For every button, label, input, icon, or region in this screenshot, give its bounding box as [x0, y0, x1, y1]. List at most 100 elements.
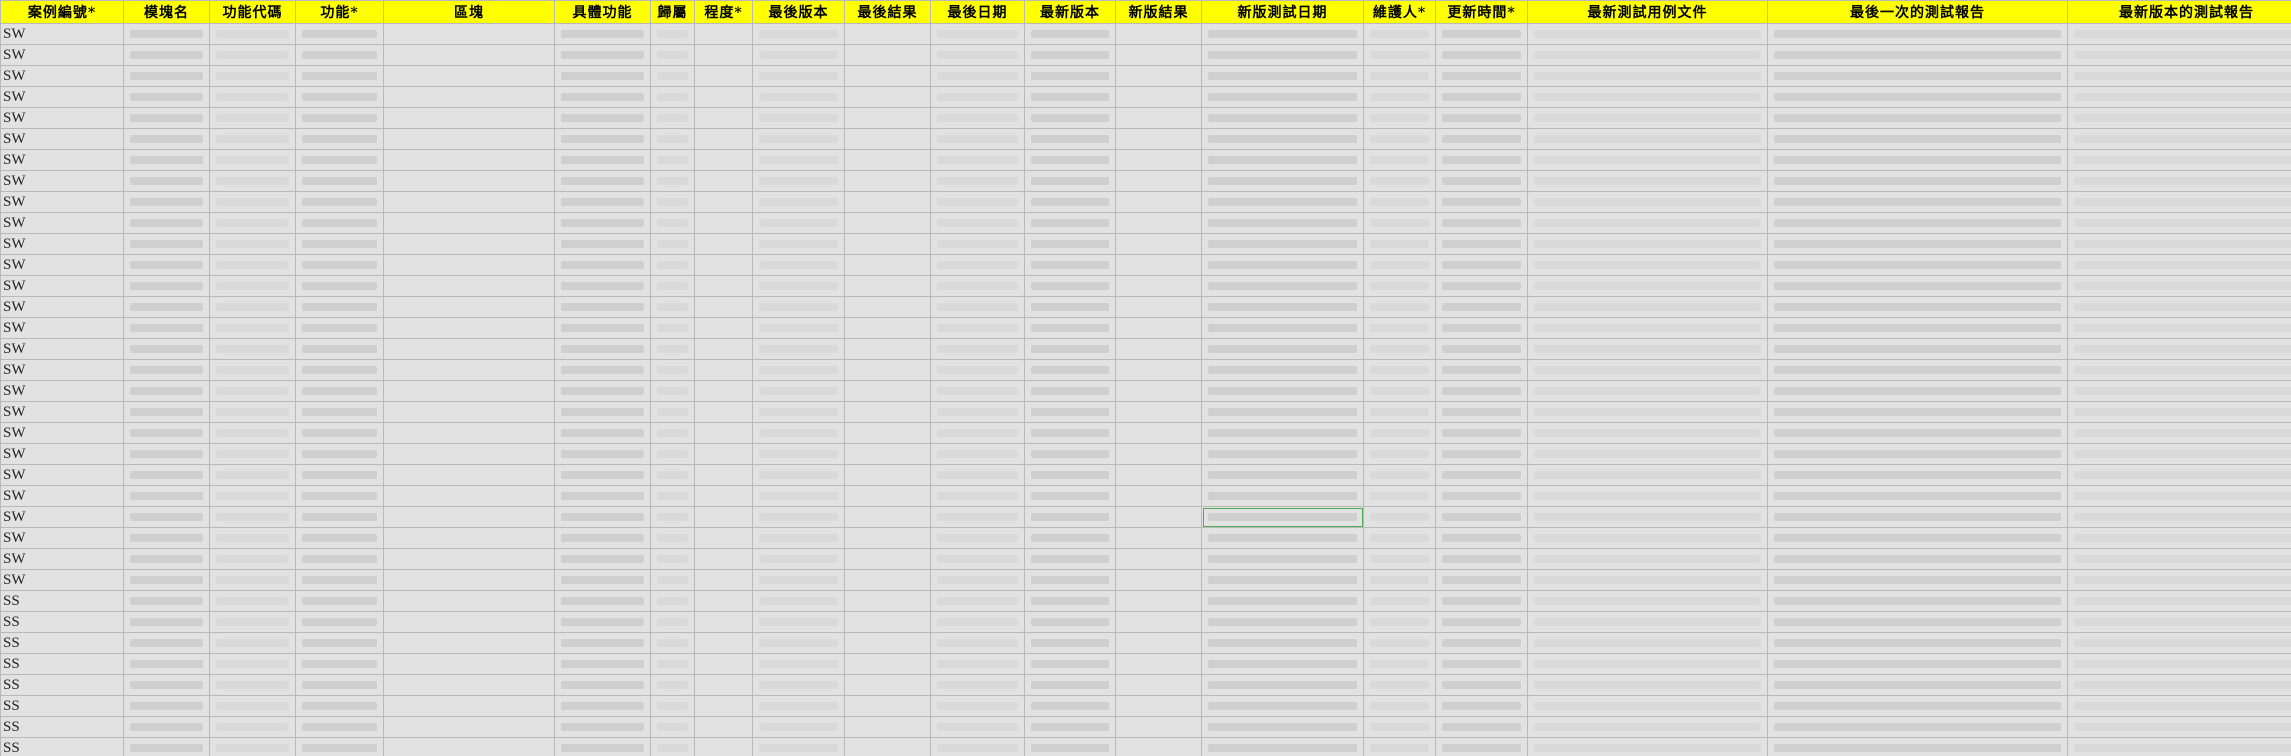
cell-owner[interactable] — [650, 233, 695, 255]
cell-case-id[interactable]: SW — [0, 23, 124, 45]
cell-new-test-date[interactable] — [1201, 695, 1364, 717]
cell-latest-report[interactable] — [2067, 464, 2291, 486]
cell-new-result[interactable] — [1115, 296, 1202, 318]
cell-maintainer[interactable] — [1363, 443, 1436, 465]
cell-maintainer[interactable] — [1363, 548, 1436, 570]
cell-owner[interactable] — [650, 254, 695, 276]
cell-last-report[interactable] — [1767, 65, 2068, 87]
cell-new-version[interactable] — [1024, 527, 1116, 549]
cell-case-id[interactable]: SS — [0, 674, 124, 696]
cell-maintainer[interactable] — [1363, 107, 1436, 129]
cell-maintainer[interactable] — [1363, 296, 1436, 318]
cell-last-result[interactable] — [844, 569, 931, 591]
cell-detail[interactable] — [554, 233, 651, 255]
cell-new-test-date[interactable] — [1201, 23, 1364, 45]
cell-module[interactable] — [123, 128, 210, 150]
cell-detail[interactable] — [554, 611, 651, 633]
cell-func-code[interactable] — [209, 674, 296, 696]
cell-detail[interactable] — [554, 590, 651, 612]
cell-new-test-date[interactable] — [1201, 128, 1364, 150]
cell-func[interactable] — [295, 380, 384, 402]
cell-case-id[interactable]: SW — [0, 527, 124, 549]
cell-new-version[interactable] — [1024, 443, 1116, 465]
cell-update-time[interactable] — [1435, 149, 1528, 171]
cell-detail[interactable] — [554, 737, 651, 756]
cell-case-id[interactable]: SS — [0, 653, 124, 675]
cell-last-version[interactable] — [752, 443, 845, 465]
cell-case-id[interactable]: SS — [0, 632, 124, 654]
cell-last-version[interactable] — [752, 86, 845, 108]
cell-case-id[interactable]: SW — [0, 380, 124, 402]
cell-new-test-date[interactable] — [1201, 359, 1364, 381]
cell-new-result[interactable] — [1115, 317, 1202, 339]
cell-update-time[interactable] — [1435, 23, 1528, 45]
cell-module[interactable] — [123, 548, 210, 570]
cell-latest-report[interactable] — [2067, 737, 2291, 756]
cell-last-version[interactable] — [752, 506, 845, 528]
cell-detail[interactable] — [554, 506, 651, 528]
cell-new-version[interactable] — [1024, 653, 1116, 675]
cell-new-result[interactable] — [1115, 275, 1202, 297]
cell-last-result[interactable] — [844, 44, 931, 66]
cell-area[interactable] — [383, 233, 555, 255]
cell-case-id[interactable]: SS — [0, 737, 124, 756]
cell-area[interactable] — [383, 86, 555, 108]
cell-latest-report[interactable] — [2067, 254, 2291, 276]
cell-maintainer[interactable] — [1363, 485, 1436, 507]
cell-severity[interactable] — [694, 380, 753, 402]
cell-case-id[interactable]: SW — [0, 317, 124, 339]
cell-case-id[interactable]: SW — [0, 128, 124, 150]
cell-last-version[interactable] — [752, 548, 845, 570]
cell-update-time[interactable] — [1435, 338, 1528, 360]
cell-func[interactable] — [295, 86, 384, 108]
col-header-update-time[interactable]: 更新時間* — [1435, 0, 1528, 24]
cell-last-date[interactable] — [930, 107, 1025, 129]
cell-detail[interactable] — [554, 548, 651, 570]
cell-area[interactable] — [383, 296, 555, 318]
cell-latest-case-doc[interactable] — [1527, 674, 1768, 696]
cell-latest-case-doc[interactable] — [1527, 317, 1768, 339]
cell-update-time[interactable] — [1435, 674, 1528, 696]
cell-new-test-date[interactable] — [1201, 548, 1364, 570]
cell-module[interactable] — [123, 44, 210, 66]
cell-latest-report[interactable] — [2067, 506, 2291, 528]
cell-last-result[interactable] — [844, 737, 931, 756]
cell-latest-report[interactable] — [2067, 590, 2291, 612]
cell-owner[interactable] — [650, 401, 695, 423]
cell-last-report[interactable] — [1767, 317, 2068, 339]
cell-update-time[interactable] — [1435, 128, 1528, 150]
cell-owner[interactable] — [650, 275, 695, 297]
cell-case-id[interactable]: SW — [0, 485, 124, 507]
cell-module[interactable] — [123, 191, 210, 213]
cell-func[interactable] — [295, 401, 384, 423]
cell-owner[interactable] — [650, 590, 695, 612]
cell-last-date[interactable] — [930, 44, 1025, 66]
cell-new-result[interactable] — [1115, 212, 1202, 234]
cell-maintainer[interactable] — [1363, 149, 1436, 171]
cell-new-test-date[interactable] — [1201, 527, 1364, 549]
cell-severity[interactable] — [694, 107, 753, 129]
cell-area[interactable] — [383, 590, 555, 612]
cell-last-version[interactable] — [752, 233, 845, 255]
cell-last-result[interactable] — [844, 212, 931, 234]
cell-maintainer[interactable] — [1363, 254, 1436, 276]
cell-area[interactable] — [383, 254, 555, 276]
cell-new-test-date[interactable] — [1201, 296, 1364, 318]
cell-last-report[interactable] — [1767, 590, 2068, 612]
cell-latest-case-doc[interactable] — [1527, 422, 1768, 444]
cell-last-result[interactable] — [844, 380, 931, 402]
cell-new-test-date[interactable] — [1201, 506, 1364, 528]
cell-new-test-date[interactable] — [1201, 401, 1364, 423]
cell-severity[interactable] — [694, 317, 753, 339]
cell-last-result[interactable] — [844, 170, 931, 192]
cell-update-time[interactable] — [1435, 464, 1528, 486]
col-header-latest-report[interactable]: 最新版本的測試報告 — [2067, 0, 2291, 24]
cell-func[interactable] — [295, 548, 384, 570]
cell-last-report[interactable] — [1767, 233, 2068, 255]
cell-maintainer[interactable] — [1363, 401, 1436, 423]
cell-new-version[interactable] — [1024, 233, 1116, 255]
cell-latest-case-doc[interactable] — [1527, 233, 1768, 255]
cell-last-report[interactable] — [1767, 359, 2068, 381]
cell-last-report[interactable] — [1767, 275, 2068, 297]
